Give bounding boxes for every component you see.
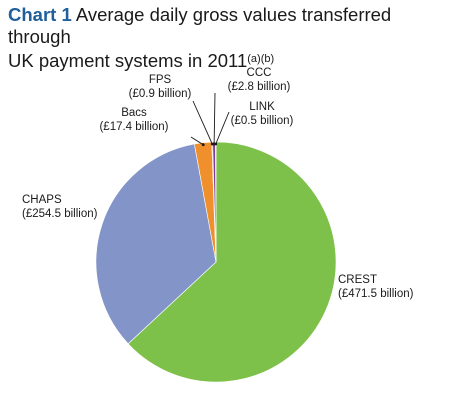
title-text-1: Average daily gross values transferred t… [8,4,392,47]
leader-line-fps [192,100,213,145]
slice-label-value-link: (£0.5 billion) [231,115,294,127]
leader-arrow-bacs [201,143,205,147]
slice-label-value-fps: (£0.9 billion) [129,88,192,100]
slice-label-value-crest: (£471.5 billion) [338,288,414,300]
slice-label-value-chaps: (£254.5 billion) [22,208,98,220]
leader-line-ccc [213,92,216,145]
chart-number: Chart 1 [8,4,72,25]
pie-slice-link [215,141,217,263]
footnote-refs: (a)(b) [247,53,275,65]
pie-slices [95,141,337,383]
title-line-1: Chart 1 Average daily gross values trans… [8,4,448,48]
slice-label-name-bacs: Bacs [121,107,147,119]
title-text-2: UK payment systems in 2011 [8,50,248,71]
slice-label-name-chaps: CHAPS [22,194,62,206]
slice-label-value-ccc: (£2.8 billion) [228,81,291,93]
slice-label-name-ccc: CCC [247,67,272,79]
leader-line-bacs [190,136,204,146]
slice-label-name-link: LINK [249,101,275,113]
pie-slice-crest [127,141,337,383]
pie-slice-chaps [95,143,217,345]
leader-arrow-link [214,142,218,146]
slice-label-value-bacs: (£17.4 billion) [99,121,168,133]
leader-line-link [215,111,230,145]
slice-label-name-crest: CREST [338,274,377,286]
title-line-2: UK payment systems in 2011(a)(b) [8,48,448,72]
chart-title: Chart 1 Average daily gross values trans… [8,4,448,72]
leader-lines [190,92,230,147]
slice-label-name-fps: FPS [149,74,172,86]
slice-labels: CREST (£471.5 billion) CHAPS (£254.5 billio… [22,67,414,300]
